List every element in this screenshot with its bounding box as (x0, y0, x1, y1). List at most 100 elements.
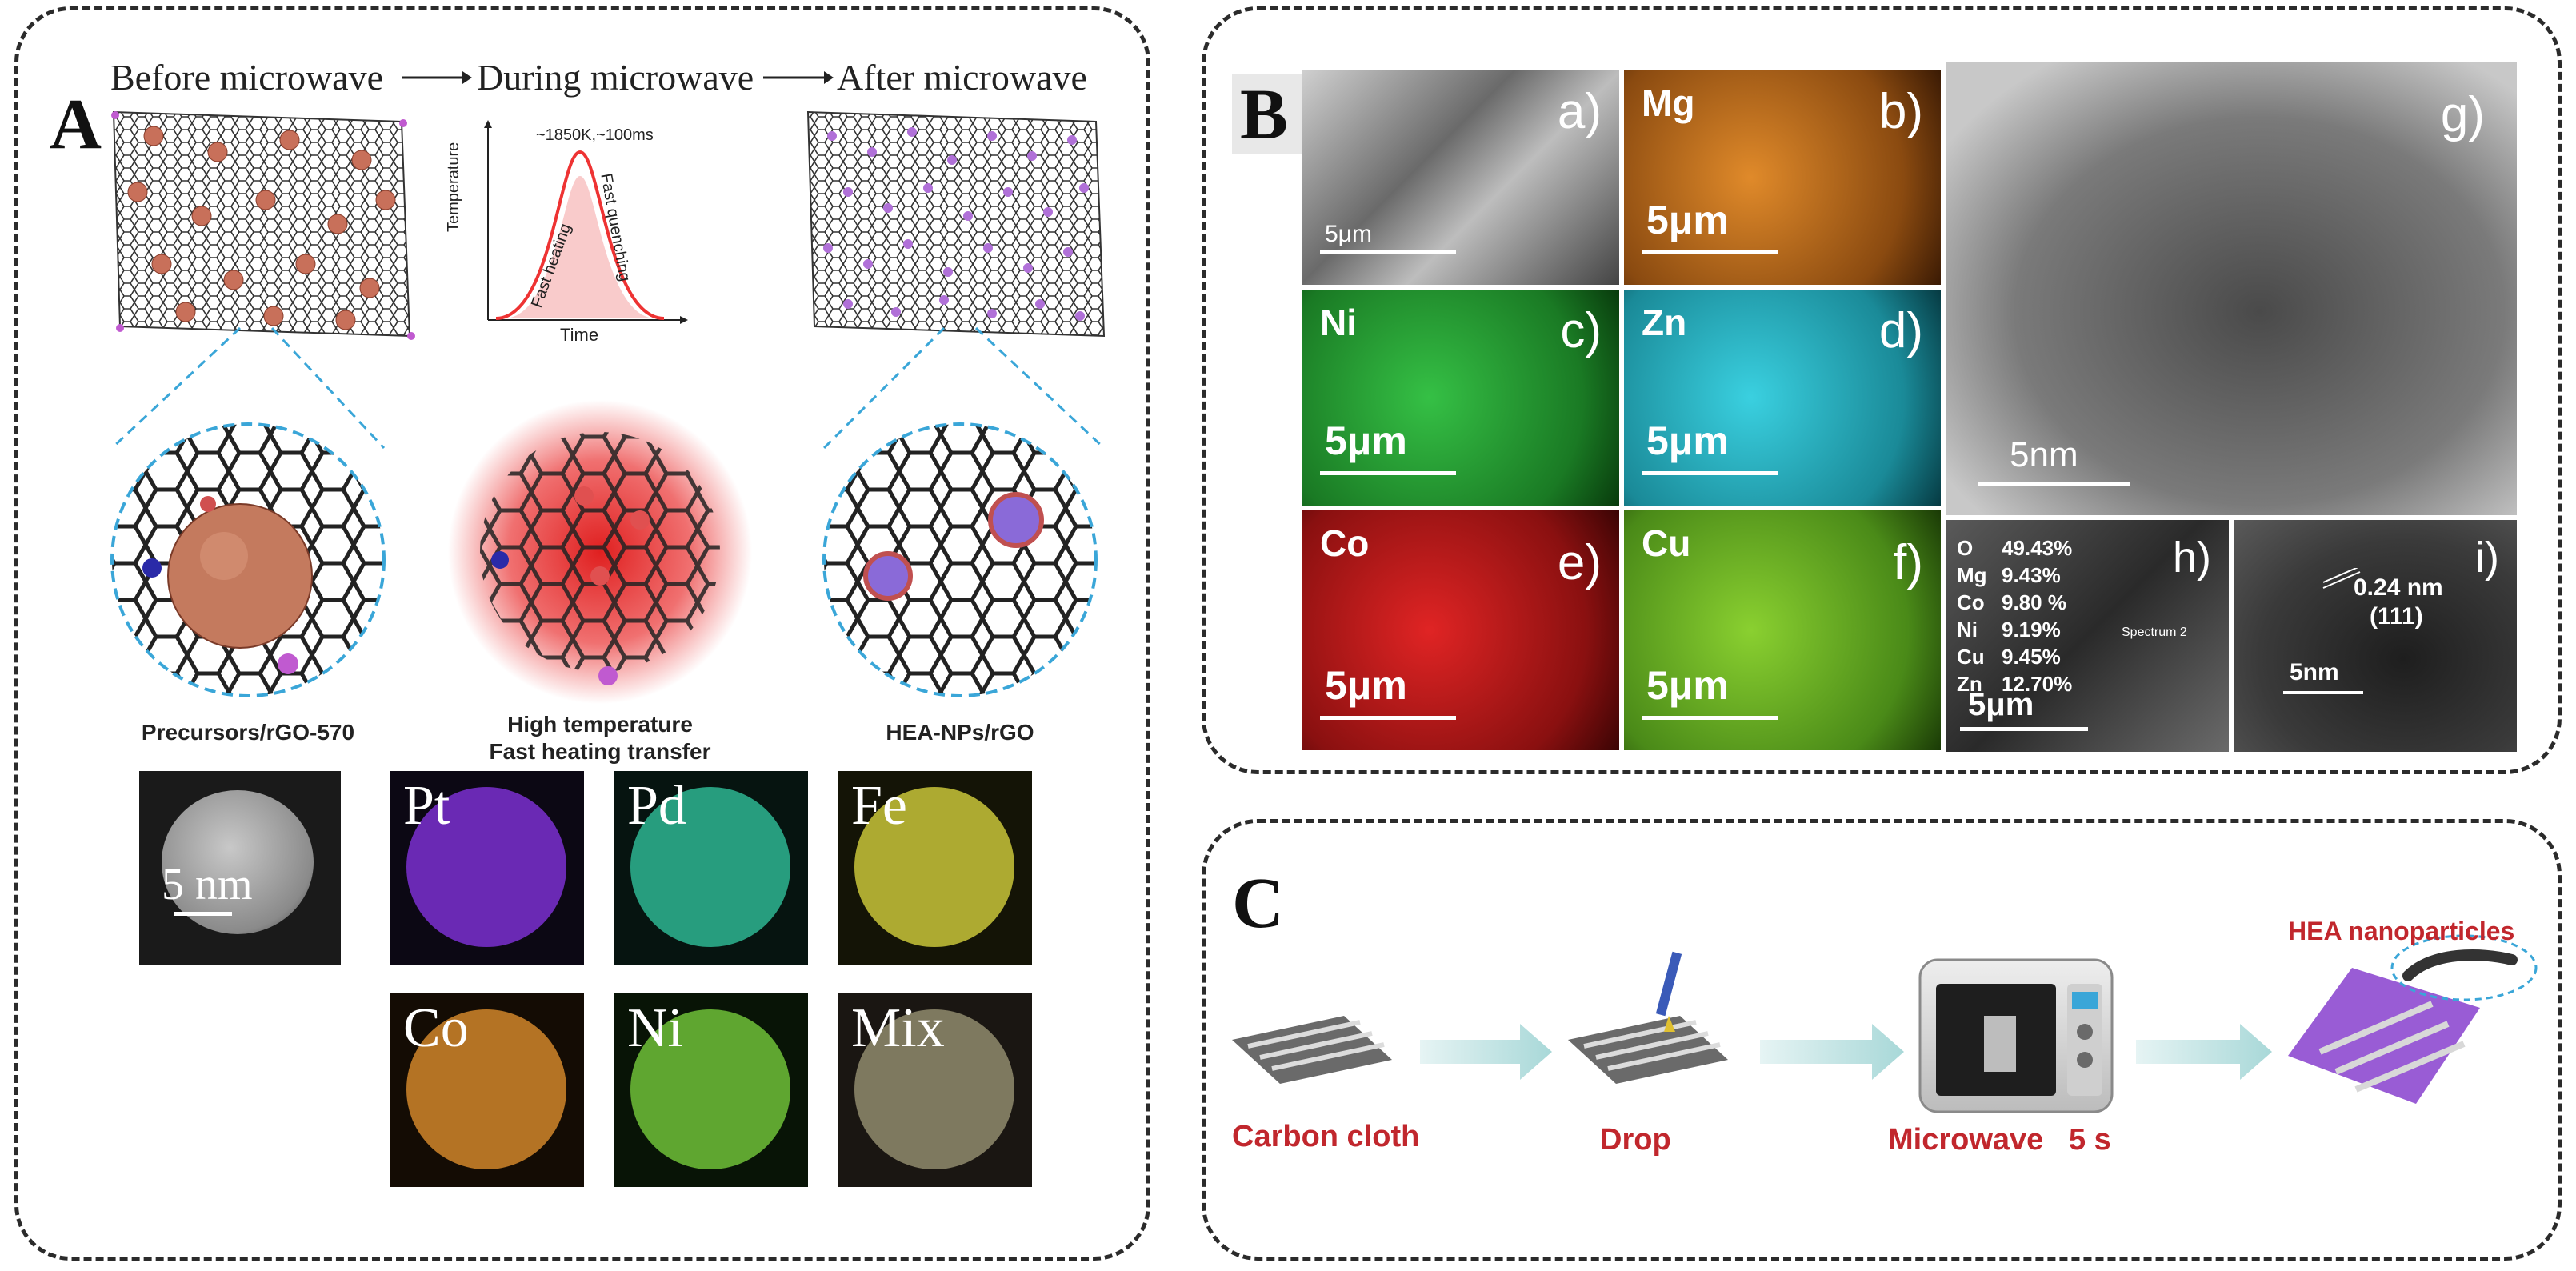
map-tile-mg: Mg b) 5μm (1624, 70, 1941, 285)
heating-zoom-circle (448, 400, 752, 708)
graphene-sheet-after (800, 104, 1112, 348)
eds-pd-disc (630, 787, 790, 947)
map-cu-scale: 5μm (1646, 663, 1729, 708)
map-mg-sub: b) (1878, 84, 1923, 139)
eds-pt-disc (406, 787, 566, 947)
map-co-scale: 5μm (1325, 663, 1407, 708)
map-mg-scale-bar (1642, 250, 1778, 254)
stage-before-label: Before microwave (110, 57, 384, 98)
eds-map-fe: Fe (838, 771, 1032, 965)
product-label: HEA nanoparticles (2288, 917, 2515, 945)
sem-h-scale-bar (1960, 727, 2088, 731)
hea-zoom-circle (816, 416, 1104, 708)
map-mg-label: Mg (1642, 82, 1695, 124)
sem-h-sub: h) (2172, 534, 2211, 582)
lattice-plane: (111) (2370, 603, 2423, 630)
panel-c-frame (1202, 819, 2562, 1261)
graphene-sheet-before (106, 104, 418, 348)
eds-ni-disc (630, 1009, 790, 1169)
arrow-before-during (400, 66, 472, 94)
map-cu-scale-bar (1642, 716, 1778, 720)
zoom-lines (0, 0, 1152, 724)
map-ni-scale-bar (1320, 471, 1456, 475)
eds-row: Mg 9.43% (1957, 563, 2061, 587)
eds-co-label: Co (403, 997, 469, 1059)
map-mg-scale: 5μm (1646, 198, 1729, 242)
eds-row: O 49.43% (1957, 536, 2073, 560)
sem-h-scale: 5μm (1968, 687, 2034, 722)
stem-scale-bar (174, 912, 232, 916)
stem-scale-text: 5 nm (162, 860, 253, 909)
eds-map-mix: Mix (838, 993, 1032, 1187)
caption-hea-nps: HEA-NPs/rGO (886, 720, 1034, 745)
eds-mix-disc (854, 1009, 1014, 1169)
stage-during-label: During microwave (477, 57, 754, 98)
chart-annotation: ~1850K,~100ms (536, 126, 654, 144)
stem-particle (162, 790, 314, 934)
eds-pt-label: Pt (403, 775, 450, 837)
sem-tile-a: a) 5μm (1302, 70, 1619, 285)
process-flow (1216, 920, 2544, 1212)
map-co-sub: e) (1557, 535, 1602, 590)
map-zn-scale: 5μm (1646, 418, 1729, 463)
map-ni-label: Ni (1320, 302, 1357, 343)
stem-image: 5 nm (139, 771, 341, 965)
eds-map-pt: Pt (390, 771, 584, 965)
map-tile-cu: Cu f) 5μm (1624, 510, 1941, 750)
map-ni-scale: 5μm (1325, 418, 1407, 463)
eds-map-ni: Ni (614, 993, 808, 1187)
eds-pd-label: Pd (627, 775, 686, 837)
chart-xlabel: Time (560, 325, 599, 345)
hrtem-i-scale-bar (2283, 691, 2363, 694)
map-tile-co: Co e) 5μm (1302, 510, 1619, 750)
eds-fe-disc (854, 787, 1014, 947)
sem-a-scale: 5μm (1325, 221, 1372, 247)
map-zn-sub: d) (1878, 303, 1923, 358)
map-tile-zn: Zn d) 5μm (1624, 290, 1941, 506)
stage-after-label: After microwave (837, 57, 1087, 98)
caption-fast-heating: Fast heating transfer (489, 739, 711, 764)
temperature-profile-chart (464, 120, 688, 356)
hrtem-i-sub: i) (2475, 534, 2499, 582)
panel-a-frame (14, 6, 1150, 1261)
caption-high-temperature: High temperature (507, 712, 693, 737)
step-carbon-cloth: Carbon cloth (1232, 1120, 1420, 1153)
eds-composition-table: O 49.43% Mg 9.43% Co 9.80 % Ni 9.19% Cu 9.45%… (1957, 534, 2072, 697)
map-cu-label: Cu (1642, 522, 1691, 564)
map-co-scale-bar (1320, 716, 1456, 720)
eds-co-disc (406, 1009, 566, 1169)
sem-eds-image-h: h) O 49.43% Mg 9.43% Co 9.80 % Ni 9.19% Cu 9.… (1946, 520, 2229, 752)
tem-image-g: g) 5nm (1946, 62, 2517, 515)
eds-map-pd: Pd (614, 771, 808, 965)
panel-b-label-box (1232, 74, 1306, 154)
panel-b-label: B (1240, 75, 1289, 154)
map-tile-ni: Ni c) 5μm (1302, 290, 1619, 506)
eds-row: Ni 9.19% (1957, 618, 2061, 641)
eds-ni-label: Ni (627, 997, 683, 1059)
precursor-zoom-circle (104, 416, 392, 708)
hrtem-image-i: i) 0.24 nm (111) 5nm (2234, 520, 2517, 752)
eds-map-co: Co (390, 993, 584, 1187)
map-cu-sub: f) (1893, 535, 1923, 590)
map-ni-sub: c) (1560, 303, 1602, 358)
sem-a-scale-bar (1320, 250, 1456, 254)
sem-a-sub: a) (1557, 84, 1602, 139)
hrtem-i-scale: 5nm (2290, 659, 2339, 685)
tem-g-scale: 5nm (2010, 435, 2078, 474)
step-drop: Drop (1600, 1123, 1671, 1157)
map-zn-label: Zn (1642, 302, 1687, 343)
arrow-during-after (762, 66, 834, 94)
step-microwave: Microwave 5 s (1888, 1123, 2111, 1157)
eds-row: Zn 12.70% (1957, 672, 2073, 696)
eds-row: Cu 9.45% (1957, 645, 2061, 669)
lattice-marker (2322, 566, 2362, 596)
eds-mix-label: Mix (851, 997, 945, 1059)
eds-fe-label: Fe (851, 775, 907, 837)
tem-g-sub: g) (2440, 87, 2485, 142)
map-co-label: Co (1320, 522, 1370, 564)
lattice-spacing: 0.24 nm (2354, 574, 2443, 601)
panel-c-label: C (1232, 864, 1284, 943)
map-zn-scale-bar (1642, 471, 1778, 475)
panel-b-frame (1202, 6, 2562, 774)
spectrum-label: Spectrum 2 (2122, 626, 2187, 639)
